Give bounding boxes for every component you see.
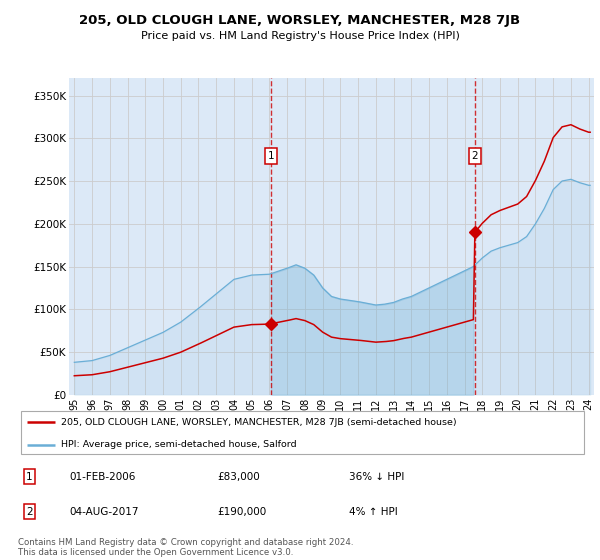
Text: 1: 1 — [268, 151, 274, 161]
FancyBboxPatch shape — [21, 411, 584, 454]
Text: 205, OLD CLOUGH LANE, WORSLEY, MANCHESTER, M28 7JB (semi-detached house): 205, OLD CLOUGH LANE, WORSLEY, MANCHESTE… — [61, 418, 457, 427]
Text: 04-AUG-2017: 04-AUG-2017 — [70, 507, 139, 517]
Text: 36% ↓ HPI: 36% ↓ HPI — [349, 472, 404, 482]
Text: 205, OLD CLOUGH LANE, WORSLEY, MANCHESTER, M28 7JB: 205, OLD CLOUGH LANE, WORSLEY, MANCHESTE… — [79, 14, 521, 27]
Text: 1: 1 — [26, 472, 33, 482]
Text: 2: 2 — [472, 151, 478, 161]
Text: Price paid vs. HM Land Registry's House Price Index (HPI): Price paid vs. HM Land Registry's House … — [140, 31, 460, 41]
Text: HPI: Average price, semi-detached house, Salford: HPI: Average price, semi-detached house,… — [61, 440, 296, 449]
Text: £190,000: £190,000 — [218, 507, 267, 517]
Text: 01-FEB-2006: 01-FEB-2006 — [70, 472, 136, 482]
Text: Contains HM Land Registry data © Crown copyright and database right 2024.
This d: Contains HM Land Registry data © Crown c… — [18, 538, 353, 557]
Text: 2: 2 — [26, 507, 33, 517]
Text: £83,000: £83,000 — [218, 472, 260, 482]
Text: 4% ↑ HPI: 4% ↑ HPI — [349, 507, 397, 517]
